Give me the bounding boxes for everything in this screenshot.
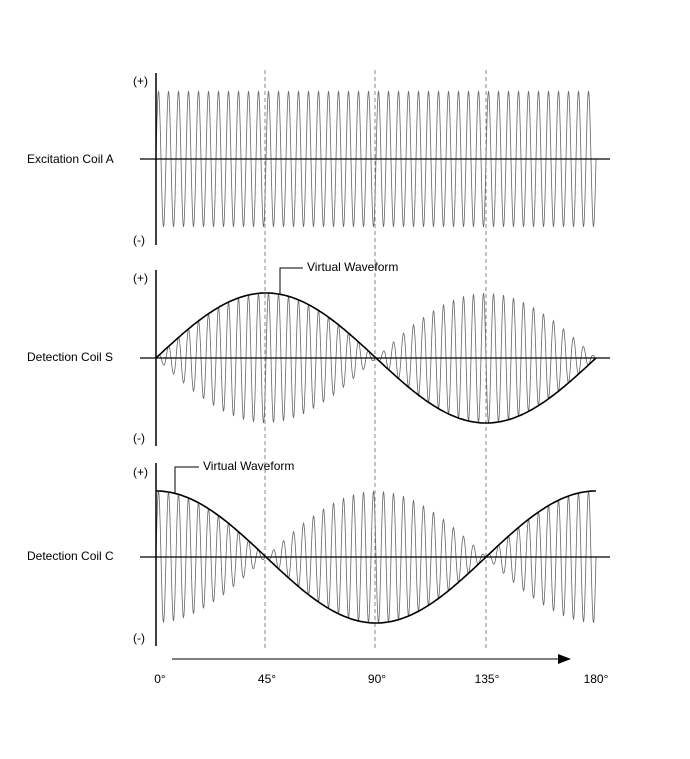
virtual-waveform (156, 490, 596, 624)
panel-label: Detection Coil S (27, 350, 113, 364)
leader (174, 466, 199, 493)
annotation: Virtual Waveform (307, 260, 398, 274)
virtual-waveform (155, 292, 597, 424)
plus-label: (+) (133, 74, 148, 88)
angle-label: 0° (154, 672, 166, 686)
leader (279, 267, 303, 294)
minus-label: (-) (133, 233, 145, 247)
plus-label: (+) (133, 465, 148, 479)
angle-label: 45° (258, 672, 276, 686)
angle-label: 90° (368, 672, 386, 686)
minus-label: (-) (133, 431, 145, 445)
arrow-head (558, 654, 571, 664)
angle-label: 180° (584, 672, 609, 686)
panel-label: Excitation Coil A (27, 152, 114, 166)
panel-label: Detection Coil C (27, 549, 114, 563)
plus-label: (+) (133, 271, 148, 285)
angle-label: 135° (475, 672, 500, 686)
annotation: Virtual Waveform (203, 459, 294, 473)
minus-label: (-) (133, 631, 145, 645)
